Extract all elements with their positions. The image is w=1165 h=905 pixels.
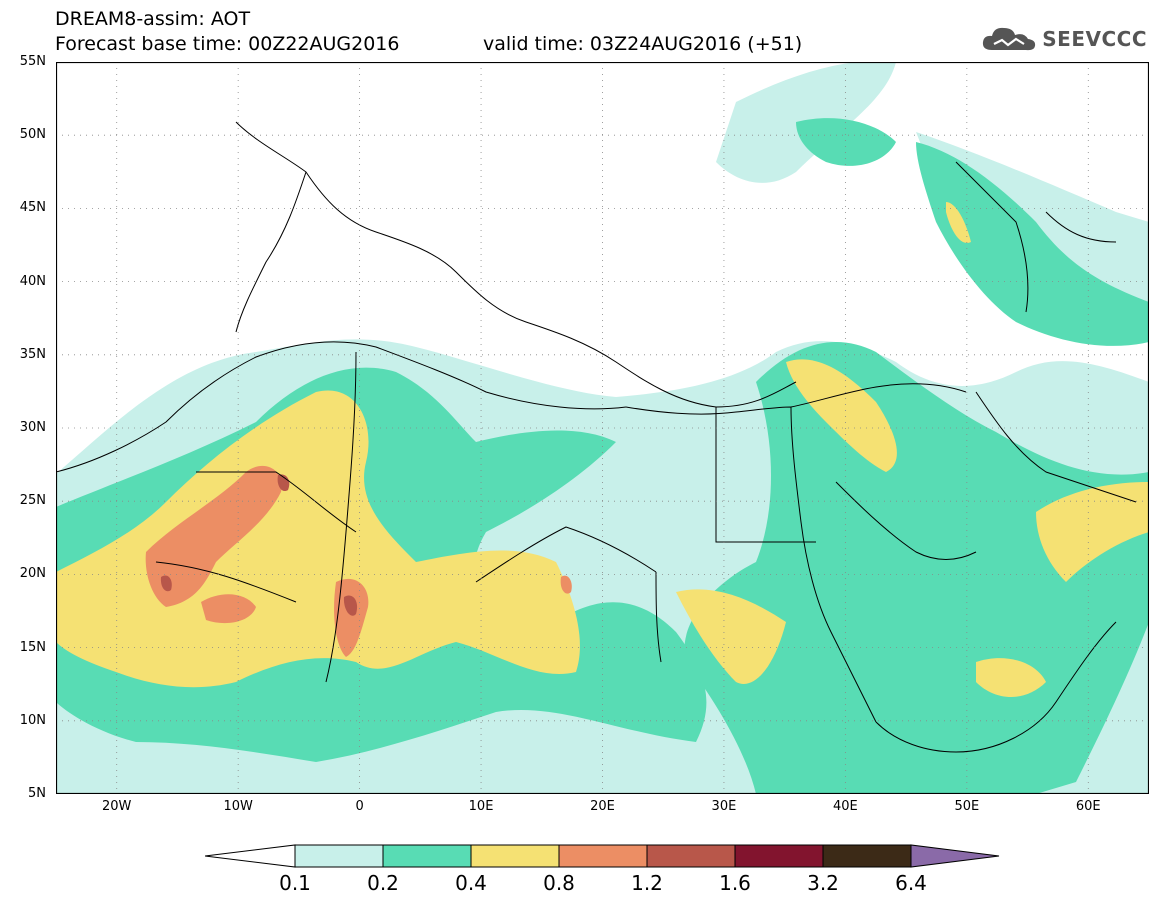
lon-label: 30E bbox=[711, 799, 737, 814]
lat-label: 55N bbox=[19, 54, 46, 69]
colorbar-over-arrow bbox=[910, 844, 1000, 868]
colorbar-label: 3.2 bbox=[807, 871, 839, 895]
lon-label: 0 bbox=[355, 799, 364, 814]
lat-label: 15N bbox=[19, 639, 46, 655]
colorbar-segment bbox=[470, 844, 560, 868]
coastlines bbox=[56, 121, 1137, 753]
lat-label: 35N bbox=[19, 346, 46, 362]
title-line-1: DREAM8-assim: AOT bbox=[55, 8, 251, 30]
title-line-2: Forecast base time: 00Z22AUG2016 bbox=[55, 33, 400, 55]
map-panel bbox=[56, 62, 1149, 794]
lon-label: 20W bbox=[102, 799, 132, 814]
colorbar-label: 0.4 bbox=[455, 871, 487, 895]
lat-label: 40N bbox=[19, 273, 46, 289]
colorbar-segment bbox=[822, 844, 912, 868]
colorbar-label: 0.2 bbox=[367, 871, 399, 895]
lat-label: 30N bbox=[19, 420, 46, 435]
aot-layer-0.8 bbox=[145, 465, 572, 657]
graticule bbox=[56, 62, 1149, 794]
lat-label: 5N bbox=[28, 786, 46, 801]
aot-layer-1.2 bbox=[160, 474, 358, 616]
lon-label: 60E bbox=[1075, 799, 1101, 814]
logo: SEEVCCC bbox=[980, 24, 1147, 54]
colorbar-label: 1.2 bbox=[631, 871, 663, 895]
colorbar-label: 1.6 bbox=[719, 871, 751, 895]
colorbar-label: 0.1 bbox=[279, 871, 311, 895]
title-line-valid-time: valid time: 03Z24AUG2016 (+51) bbox=[483, 33, 803, 55]
lat-label: 20N bbox=[19, 566, 46, 582]
lat-label: 50N bbox=[19, 127, 46, 143]
map-canvas bbox=[56, 62, 1149, 794]
logo-text: SEEVCCC bbox=[1042, 27, 1147, 51]
colorbar-under-arrow bbox=[205, 844, 296, 868]
colorbar-segment bbox=[382, 844, 472, 868]
lat-label: 25N bbox=[19, 493, 46, 509]
lon-label: 20E bbox=[590, 799, 615, 814]
colorbar-segment bbox=[558, 844, 648, 868]
map-border bbox=[56, 62, 1149, 794]
colorbar bbox=[205, 844, 1000, 868]
aot-layer-0.4 bbox=[56, 202, 1149, 697]
colorbar-label: 6.4 bbox=[895, 871, 927, 895]
lat-label: 45N bbox=[19, 200, 46, 216]
colorbar-segment bbox=[294, 844, 384, 868]
lon-label: 50E bbox=[954, 799, 980, 814]
lon-label: 10E bbox=[468, 799, 494, 814]
colorbar-label: 0.8 bbox=[543, 871, 575, 895]
cloud-icon bbox=[983, 27, 1036, 51]
lat-label: 10N bbox=[19, 712, 46, 728]
colorbar-segment bbox=[734, 844, 824, 868]
lon-label: 10W bbox=[223, 799, 253, 814]
colorbar-segment bbox=[646, 844, 736, 868]
lon-label: 40E bbox=[832, 799, 858, 814]
